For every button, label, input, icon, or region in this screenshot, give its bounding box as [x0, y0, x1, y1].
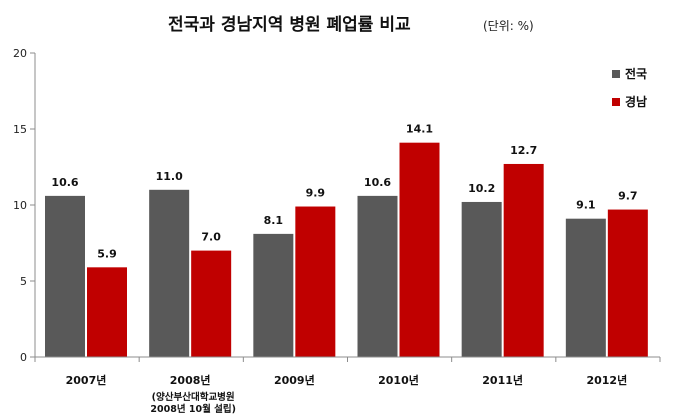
bar-경남-2011년	[503, 163, 544, 357]
x-tick-label: 2008년	[170, 373, 211, 387]
y-tick-label: 20	[13, 47, 27, 60]
legend-label: 경남	[625, 94, 647, 109]
data-label: 12.7	[510, 144, 537, 157]
bar-전국-2010년	[357, 195, 398, 357]
y-tick-label: 15	[13, 123, 27, 136]
data-label: 8.1	[264, 214, 284, 227]
category-note: 2008년 10월 설립)	[150, 403, 236, 415]
legend-label: 전국	[625, 66, 647, 81]
bar-경남-2012년	[607, 209, 648, 357]
x-tick-label: 2011년	[482, 373, 523, 387]
y-tick-label: 10	[13, 199, 27, 212]
unit-note: (단위: %)	[483, 19, 534, 33]
bar-전국-2007년	[45, 195, 85, 357]
data-label: 10.6	[51, 176, 78, 189]
data-label: 7.0	[201, 231, 221, 244]
category-note: (양산부산대학교병원	[152, 391, 235, 403]
data-label: 9.9	[306, 187, 326, 200]
y-axis: 0 5 10 15 20	[13, 47, 36, 364]
data-label: 10.2	[468, 182, 495, 195]
data-label: 10.6	[364, 176, 391, 189]
legend-swatch-전국	[612, 70, 620, 78]
data-labels-layer: 10.6 5.9 11.0 7.0 8.1 9.9 10.6 14.1 10.2 12.7 9.1 9…	[51, 123, 637, 261]
data-label: 9.7	[618, 190, 638, 203]
bar-전국-2008년	[149, 189, 190, 357]
data-label: 11.0	[156, 170, 183, 183]
x-tick-label: 2012년	[586, 373, 627, 387]
bar-경남-2010년	[399, 142, 440, 357]
bar-경남-2007년	[87, 267, 127, 357]
y-tick-label: 0	[20, 351, 27, 364]
chart-title: 전국과 경남지역 병원 폐업률 비교	[168, 15, 411, 35]
data-label: 9.1	[576, 199, 596, 212]
y-tick-label: 5	[20, 275, 27, 288]
x-tick-label: 2007년	[66, 373, 107, 387]
legend-swatch-경남	[612, 98, 620, 106]
bar-경남-2009년	[295, 206, 336, 357]
data-label: 5.9	[97, 247, 117, 260]
bar-전국-2009년	[253, 233, 294, 357]
bar-전국-2011년	[461, 201, 502, 357]
data-label: 14.1	[406, 123, 433, 136]
bars-layer	[45, 142, 648, 357]
x-tick-label: 2010년	[378, 373, 419, 387]
bar-전국-2012년	[565, 218, 606, 357]
bar-경남-2008년	[191, 250, 232, 357]
x-tick-label: 2009년	[274, 373, 315, 387]
